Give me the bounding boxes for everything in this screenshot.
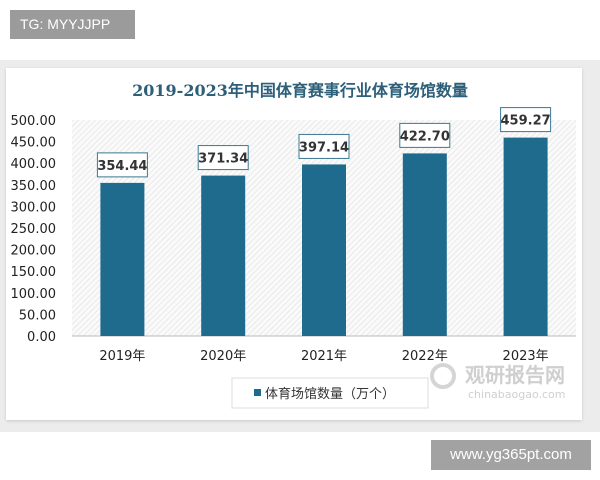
legend: 体育场馆数量（万个） [231, 377, 429, 409]
y-tick-label: 450.00 [11, 136, 57, 151]
watermark-name: 观研报告网 [465, 363, 565, 387]
y-tick-label: 100.00 [11, 287, 57, 302]
x-tick-label: 2021年 [301, 349, 347, 364]
watermark-logo-icon [430, 363, 456, 389]
x-tick-label: 2023年 [503, 349, 549, 364]
x-tick-label: 2019年 [99, 349, 145, 364]
data-label-box [197, 145, 249, 171]
chart-title: 2019-2023年中国体育赛事行业体育场馆数量 [132, 81, 468, 100]
data-label: 354.44 [97, 159, 147, 174]
y-tick-label: 0.00 [27, 330, 56, 345]
site-watermark: www.yg365pt.com [431, 440, 591, 470]
watermark-logo: 观研报告网 chinabaogao.com [430, 363, 566, 401]
data-label-box [500, 107, 552, 133]
x-tick-label: 2020年 [200, 349, 246, 364]
y-tick-label: 50.00 [19, 308, 56, 323]
legend-box [231, 377, 429, 409]
y-tick-label: 350.00 [11, 179, 57, 194]
data-label-box [399, 122, 451, 148]
y-tick-label: 250.00 [11, 222, 57, 237]
data-label: 422.70 [400, 129, 450, 144]
bar [503, 137, 548, 336]
bar [100, 182, 145, 336]
y-tick-label: 150.00 [11, 265, 57, 280]
data-label-box [298, 133, 350, 159]
y-tick-label: 200.00 [11, 244, 57, 259]
data-label-box [96, 152, 148, 178]
bar [201, 175, 246, 336]
bar [302, 164, 346, 336]
data-label: 397.14 [299, 140, 349, 155]
legend-swatch [254, 389, 261, 396]
watermark-url: chinabaogao.com [468, 388, 566, 401]
bar [402, 153, 447, 336]
y-tick-label: 400.00 [11, 157, 57, 172]
y-tick-label: 500.00 [11, 114, 57, 129]
y-tick-label: 300.00 [11, 200, 57, 215]
x-tick-label: 2022年 [402, 349, 448, 364]
data-label: 459.27 [501, 114, 551, 129]
data-label: 371.34 [198, 152, 248, 167]
legend-label: 体育场馆数量（万个） [265, 386, 395, 402]
tag-label: TG: MYYJJPP [10, 10, 135, 39]
